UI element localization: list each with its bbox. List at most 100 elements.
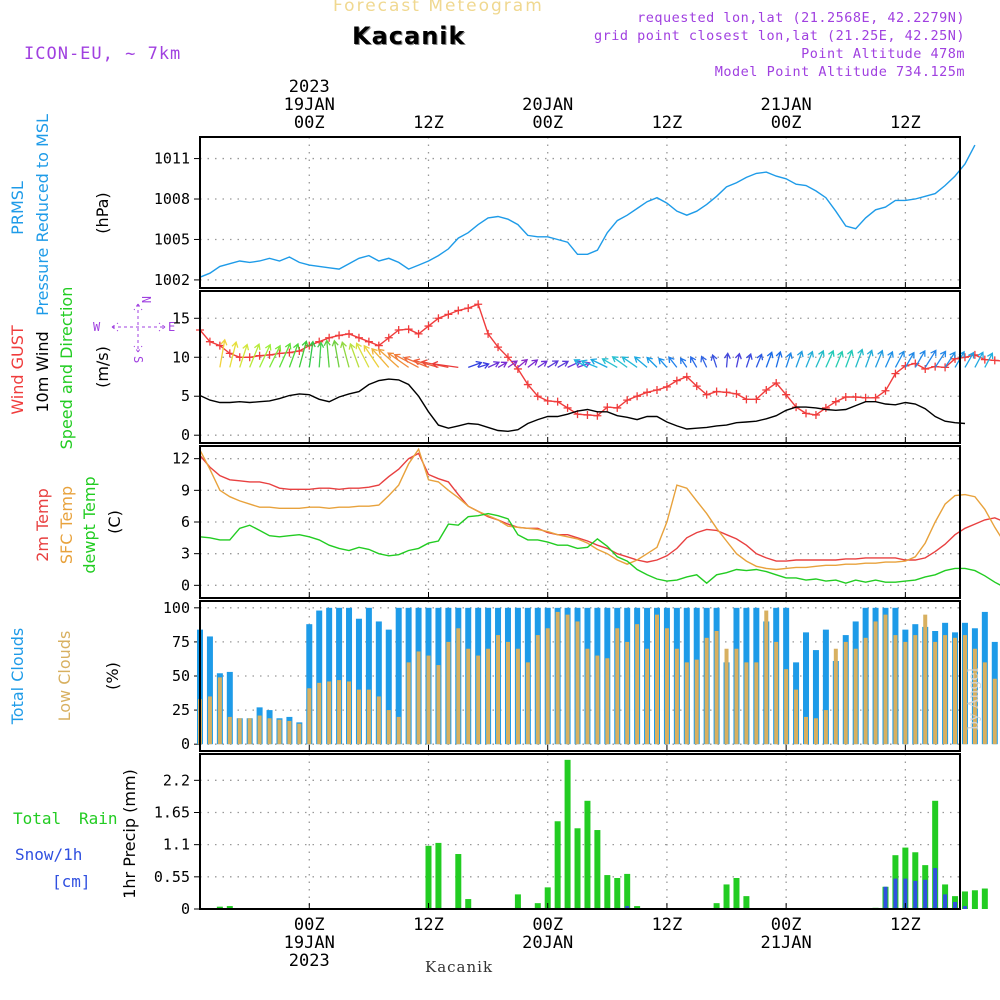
gust-marker	[503, 353, 512, 362]
gust-marker	[394, 325, 403, 334]
low-clouds-bar	[684, 662, 689, 745]
pressure-unit: (hPa)	[93, 192, 112, 233]
wind-direction-arrow	[547, 360, 559, 368]
low-clouds-bar	[496, 635, 501, 745]
low-clouds-bar	[923, 614, 928, 745]
low-clouds-bar	[307, 688, 312, 745]
wind-direction-arrow	[363, 344, 380, 368]
gust-marker	[782, 390, 791, 399]
gust-marker	[583, 410, 592, 419]
wind-direction-arrow	[700, 355, 708, 368]
bottom-time-label: 19JAN	[284, 933, 335, 953]
low-clouds-bar	[764, 610, 769, 745]
y-tick-label: 50	[172, 667, 190, 685]
low-clouds-bar	[565, 614, 570, 745]
gust-marker	[752, 395, 761, 404]
wind-direction-arrow	[507, 360, 519, 368]
model-point-altitude: Model Point Altitude 734.125m	[714, 64, 965, 80]
low-clouds-bar	[486, 648, 491, 745]
snow-1h-bar	[943, 894, 948, 909]
credit-watermark: by Angel	[966, 667, 982, 730]
low-clouds-bar	[784, 669, 789, 745]
gust-marker	[245, 353, 254, 362]
low-clouds-bar	[347, 681, 352, 745]
low-clouds-bar	[247, 718, 252, 745]
gust-marker	[841, 393, 850, 402]
total-rain-bar	[554, 821, 561, 909]
low-clouds-bar	[972, 648, 977, 745]
top-time-label: 00Z	[532, 113, 563, 133]
low-clouds-bar	[943, 635, 948, 745]
wind-direction-arrow	[517, 358, 529, 368]
y-tick-label: 0	[181, 576, 190, 594]
location-title: Kacanik	[352, 22, 466, 50]
total-rain-bar	[594, 830, 601, 909]
wind-direction-arrow	[795, 350, 804, 368]
total-rain-bar	[961, 891, 968, 909]
low-clouds-bar	[625, 641, 630, 745]
wind-direction-arrow	[477, 362, 490, 369]
low-clouds-bar	[953, 637, 958, 745]
low-clouds-bar	[744, 662, 749, 745]
low-clouds-bar	[635, 624, 640, 745]
total-rain-bar	[723, 884, 730, 909]
snow-1h-bar	[625, 906, 630, 909]
compass-east: E	[168, 320, 175, 334]
wind-direction-arrow	[815, 349, 825, 368]
total-rain-bar	[574, 828, 581, 909]
wind10m-label: 10m Wind	[33, 331, 52, 412]
gust-marker	[444, 310, 453, 319]
gust-marker	[941, 363, 950, 372]
gust-marker	[563, 403, 572, 412]
total-clouds-bar	[395, 607, 402, 745]
wind-direction-arrow	[924, 349, 937, 368]
total-rain-bar	[564, 759, 571, 909]
snow-1h-bar	[923, 879, 928, 909]
gust-marker	[603, 403, 612, 412]
wind-direction-arrow	[710, 353, 718, 368]
gust-marker	[464, 304, 473, 313]
gust-marker	[474, 300, 483, 309]
total-rain-bar	[465, 899, 472, 909]
y-tick-label: 1.65	[154, 803, 190, 821]
gust-marker	[354, 333, 363, 342]
prmsl-line	[199, 144, 976, 278]
gust-marker	[881, 386, 890, 395]
y-tick-label: 9	[181, 481, 190, 499]
low-clouds-bar	[297, 723, 302, 745]
bottom-time-label: 12Z	[652, 915, 683, 935]
total-rain-bar	[902, 847, 909, 909]
wind-direction-arrow	[805, 350, 814, 368]
wind-direction-arrow	[865, 349, 874, 368]
wind-direction-arrow	[601, 358, 618, 368]
gust-marker	[742, 395, 751, 404]
low-clouds-bar	[327, 681, 332, 745]
wind-direction-arrow	[527, 359, 539, 368]
total-clouds-bar	[336, 607, 343, 745]
gust-marker	[960, 353, 969, 362]
gust-marker	[374, 341, 383, 350]
y-tick-label: 75	[172, 633, 190, 651]
wind-direction-arrow	[573, 359, 588, 368]
wind-direction-arrow	[249, 343, 261, 368]
low-clouds-bar	[446, 641, 451, 745]
low-clouds-bar	[595, 655, 600, 745]
gust-marker	[921, 364, 930, 373]
gust-marker	[722, 388, 731, 397]
total-rain-bar	[584, 800, 591, 909]
wind-direction-arrow	[387, 352, 409, 368]
wind-direction-arrow	[468, 360, 483, 369]
wind-direction-arrow	[974, 351, 984, 368]
gust-marker	[414, 329, 423, 338]
wind-direction-arrow	[229, 340, 239, 368]
total-clouds-bar	[803, 632, 810, 745]
gust-marker	[762, 385, 771, 394]
low-clouds-bar	[754, 662, 759, 745]
wind-direction-arrow	[904, 351, 915, 368]
y-tick-label: 0	[181, 426, 190, 444]
low-clouds-bar	[575, 621, 580, 745]
y-tick-label: 0.55	[154, 868, 190, 886]
total-rain-bar	[534, 903, 541, 909]
gust-marker	[901, 361, 910, 370]
low-clouds-bar	[207, 696, 212, 745]
